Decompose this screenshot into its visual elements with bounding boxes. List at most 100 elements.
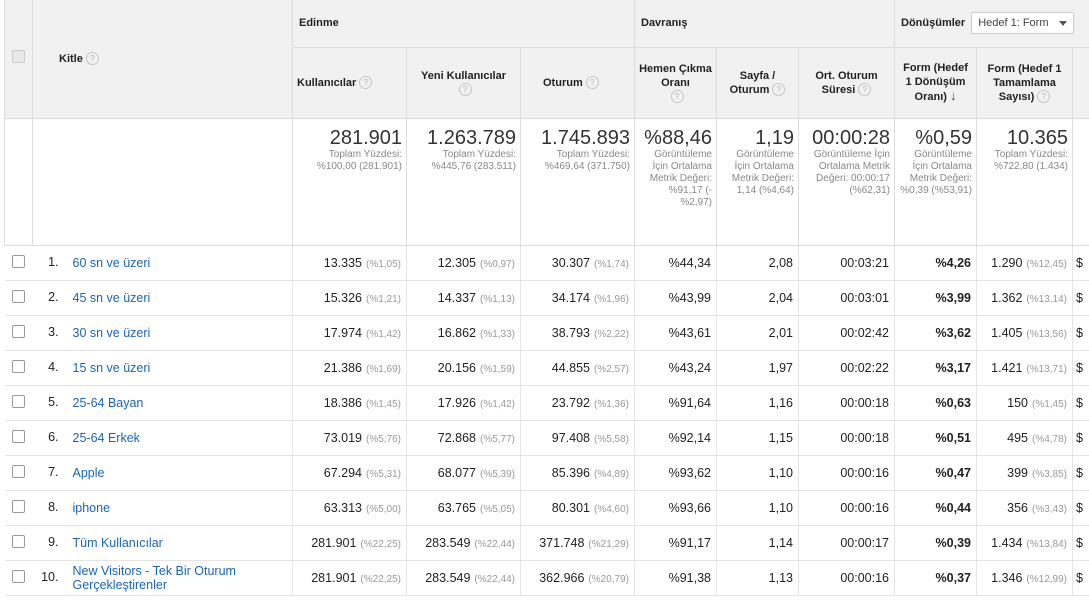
cell-value: 21.386	[323, 360, 362, 375]
cell-percent: (%1,36)	[593, 398, 629, 410]
cell-value: 16.862	[437, 325, 476, 340]
cell-completions: 1.434 (%13,84)	[976, 525, 1073, 561]
cell-value: 17.974	[323, 325, 362, 340]
total-sub: Görüntüleme İçin Ortalama Metrik Değeri:…	[731, 148, 794, 196]
help-icon[interactable]: ?	[772, 83, 786, 97]
cell-percent: (%1,45)	[1031, 398, 1067, 410]
cell-completions: 399 (%3,85)	[976, 455, 1073, 491]
col-conversion-rate[interactable]: Form (Hedef 1 Dönüşüm Oranı) ↓	[894, 47, 977, 119]
cell-overflow: $	[1071, 350, 1089, 386]
cell-overflow: $	[1071, 315, 1089, 351]
cell-percent: (%22,44)	[474, 573, 515, 585]
cell-value: 281.901	[311, 535, 357, 550]
total-sub: Görüntüleme İçin Ortalama Metrik Değeri:…	[813, 148, 890, 196]
row-checkbox[interactable]	[12, 394, 25, 408]
cell-new_users: 72.868 (%5,77)	[406, 420, 521, 456]
row-checkbox[interactable]	[12, 254, 25, 268]
row-checkbox[interactable]	[12, 534, 25, 548]
cell-percent: (%1,59)	[479, 363, 515, 375]
row-checkbox[interactable]	[12, 359, 25, 373]
help-icon[interactable]: ?	[458, 83, 472, 97]
cell-percent: (%1,42)	[479, 398, 515, 410]
segment-link[interactable]: 25-64 Erkek	[72, 430, 140, 445]
segment-link[interactable]: 60 sn ve üzeri	[72, 255, 151, 270]
segment-link[interactable]: 25-64 Bayan	[72, 395, 144, 410]
segment-link[interactable]: New Visitors - Tek Bir Oturum Gerçekleşt…	[72, 563, 236, 592]
row-segment-cell: 8. iphone	[32, 490, 293, 526]
cell-duration: 00:00:18	[798, 420, 895, 456]
cell-completions: 1.346 (%12,99)	[976, 560, 1073, 596]
segment-link[interactable]: 30 sn ve üzeri	[72, 325, 151, 340]
cell-pages: 1,97	[716, 350, 799, 386]
row-select-cell	[4, 490, 33, 526]
cell-sessions: 80.301 (%4,60)	[520, 490, 635, 526]
row-segment-cell: 9. Tüm Kullanıcılar	[32, 525, 293, 561]
row-segment-cell: 4. 15 sn ve üzeri	[32, 350, 293, 386]
segment-link[interactable]: Tüm Kullanıcılar	[72, 535, 163, 550]
cell-percent: (%5,77)	[479, 433, 515, 445]
help-icon[interactable]: ?	[670, 90, 684, 104]
total-bounce-rate: %88,46 Görüntüleme İçin Ortalama Metrik D…	[634, 118, 717, 246]
cell-bounce: %91,38	[634, 560, 717, 596]
table-row: 7. Apple 67.294 (%5,31) 68.077 (%5,39) 85.396(…	[4, 455, 1089, 491]
col-new-users[interactable]: Yeni Kullanıcılar?	[406, 47, 521, 119]
segment-link[interactable]: 15 sn ve üzeri	[72, 360, 151, 375]
cell-duration: 00:00:17	[798, 525, 895, 561]
cell-duration: 00:03:21	[798, 245, 895, 281]
col-users[interactable]: Kullanıcılar?	[292, 47, 407, 119]
cell-bounce: %93,66	[634, 490, 717, 526]
cell-value: 1.421	[991, 360, 1023, 375]
cell-new_users: 63.765 (%5,05)	[406, 490, 521, 526]
segment-link[interactable]: Apple	[72, 465, 105, 480]
select-all-checkbox[interactable]	[12, 49, 25, 63]
cell-duration: 00:03:01	[798, 280, 895, 316]
help-icon[interactable]: ?	[359, 76, 373, 90]
group-conversions-label: Dönüşümler	[901, 17, 966, 30]
total-sub: Toplam Yüzdesi: %469,64 (371.750)	[544, 148, 630, 172]
col-sessions[interactable]: Oturum?	[520, 47, 635, 119]
goal-select[interactable]: Hedef 1: Form	[971, 12, 1074, 35]
cell-percent: (%4,78)	[1031, 433, 1067, 445]
col-completions-label: Form (Hedef 1 Tamamlama Sayısı)	[987, 62, 1062, 103]
row-select-cell	[4, 560, 33, 596]
col-new-users-label: Yeni Kullanıcılar	[421, 69, 506, 82]
col-avg-duration[interactable]: Ort. Oturum Süresi?	[798, 47, 895, 119]
cell-users: 73.019 (%5,76)	[292, 420, 407, 456]
row-select-cell	[4, 455, 33, 491]
segment-link[interactable]: iphone	[72, 500, 111, 515]
row-checkbox[interactable]	[12, 324, 25, 338]
cell-sessions: 362.966 (%20,79)	[520, 560, 635, 596]
cell-users: 13.335 (%1,05)	[292, 245, 407, 281]
total-overflow	[1071, 118, 1089, 246]
col-completions[interactable]: Form (Hedef 1 Tamamlama Sayısı)?	[976, 47, 1073, 119]
help-icon[interactable]: ?	[85, 52, 99, 66]
cell-new_users: 283.549 (%22,44)	[406, 525, 521, 561]
cell-value: 72.868	[437, 430, 476, 445]
row-checkbox[interactable]	[12, 429, 25, 443]
cell-value: 399	[1007, 465, 1028, 480]
row-checkbox[interactable]	[12, 289, 25, 303]
help-icon[interactable]: ?	[1037, 90, 1051, 104]
total-completions: 10.365 Toplam Yüzdesi: %722,80 (1.434)	[976, 118, 1073, 246]
row-checkbox[interactable]	[12, 569, 25, 583]
cell-overflow: $	[1071, 420, 1089, 456]
segment-link[interactable]: 45 sn ve üzeri	[72, 290, 151, 305]
cell-value: 1.405	[991, 325, 1023, 340]
cell-duration: 00:00:16	[798, 490, 895, 526]
cell-value: 44.855	[551, 360, 590, 375]
cell-percent: (%5,76)	[365, 433, 401, 445]
col-bounce-rate[interactable]: Hemen Çıkma Oranı?	[634, 47, 717, 119]
row-checkbox[interactable]	[12, 499, 25, 513]
row-checkbox[interactable]	[12, 464, 25, 478]
col-pages-per-session[interactable]: Sayfa / Oturum?	[716, 47, 799, 119]
audience-header[interactable]: Kitle?	[32, 0, 293, 119]
cell-pages: 2,01	[716, 315, 799, 351]
total-value: 281.901	[329, 126, 402, 149]
cell-value: 30.307	[551, 255, 590, 270]
help-icon[interactable]: ?	[858, 83, 872, 97]
cell-new_users: 17.926 (%1,42)	[406, 385, 521, 421]
cell-percent: (%22,25)	[360, 573, 401, 585]
row-segment-cell: 3. 30 sn ve üzeri	[32, 315, 293, 351]
help-icon[interactable]: ?	[585, 76, 599, 90]
cell-pages: 1,14	[716, 525, 799, 561]
